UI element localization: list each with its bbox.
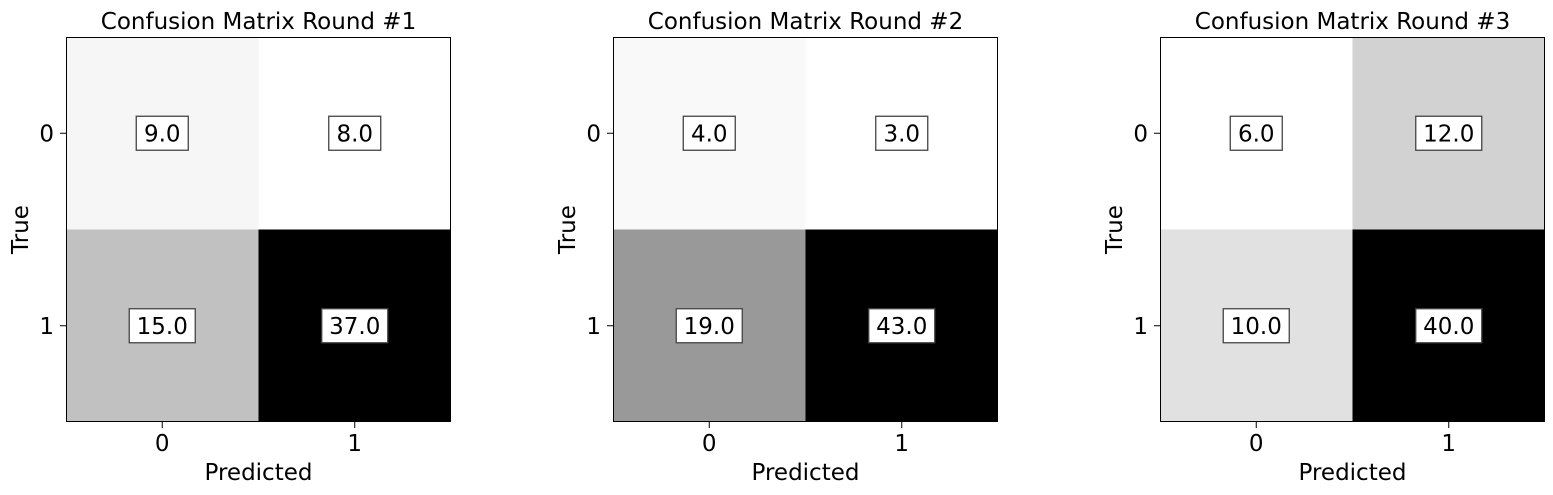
value-label: 8.0 [336,121,373,147]
value-label-box [328,115,382,151]
x-tick-label: 1 [347,431,362,457]
value-label-box [135,115,189,151]
y-axis-label: True [8,205,34,255]
value-label: 37.0 [329,314,380,340]
y-axis-label: True [1102,205,1128,255]
value-label-box [321,308,389,344]
value-label: 6.0 [1238,121,1275,147]
plot-frame [1160,37,1545,422]
value-label: 15.0 [137,314,188,340]
x-tick-label: 0 [155,431,170,457]
x-tick-label: 1 [894,431,909,457]
x-tick-label: 0 [702,431,717,457]
chart-title: Confusion Matrix Round #1 [101,9,416,35]
y-tick-label: 0 [586,121,601,147]
value-label-box [128,308,196,344]
value-label: 12.0 [1423,121,1474,147]
x-tick-label: 1 [1441,431,1456,457]
value-label: 4.0 [691,121,728,147]
value-label-box [1415,115,1483,151]
chart-title: Confusion Matrix Round #3 [1195,9,1510,35]
x-axis-label: Predicted [752,460,860,486]
confusion-matrix-panel-2: Confusion Matrix Round #2 4.0 3.0 19.0 43.0 0… [555,9,998,486]
value-label: 43.0 [876,314,927,340]
value-label: 9.0 [144,121,181,147]
value-label: 10.0 [1231,314,1282,340]
x-tick-label: 0 [1249,431,1264,457]
plot-frame [66,37,451,422]
y-tick-label: 1 [586,314,601,340]
value-label: 40.0 [1423,314,1474,340]
value-label-box [675,308,743,344]
x-axis-label: Predicted [1299,460,1407,486]
confusion-matrix-panel-1: Confusion Matrix Round #1 9.0 8.0 15.0 37.0 0… [8,9,451,486]
value-label-box [1222,308,1290,344]
confusion-matrix-panel-3: Confusion Matrix Round #3 6.0 12.0 10.0 40.0… [1102,9,1545,486]
value-label-box [1415,308,1483,344]
y-tick-label: 1 [1133,314,1148,340]
y-tick-label: 0 [1133,121,1148,147]
value-label-box [875,115,929,151]
x-axis-label: Predicted [205,460,313,486]
value-label: 19.0 [684,314,735,340]
value-label: 3.0 [883,121,920,147]
chart-title: Confusion Matrix Round #2 [648,9,963,35]
y-axis-label: True [555,205,581,255]
y-tick-label: 1 [39,314,54,340]
y-tick-label: 0 [39,121,54,147]
value-label-box [868,308,936,344]
value-label-box [682,115,736,151]
value-label-box [1229,115,1283,151]
plot-frame [613,37,998,422]
